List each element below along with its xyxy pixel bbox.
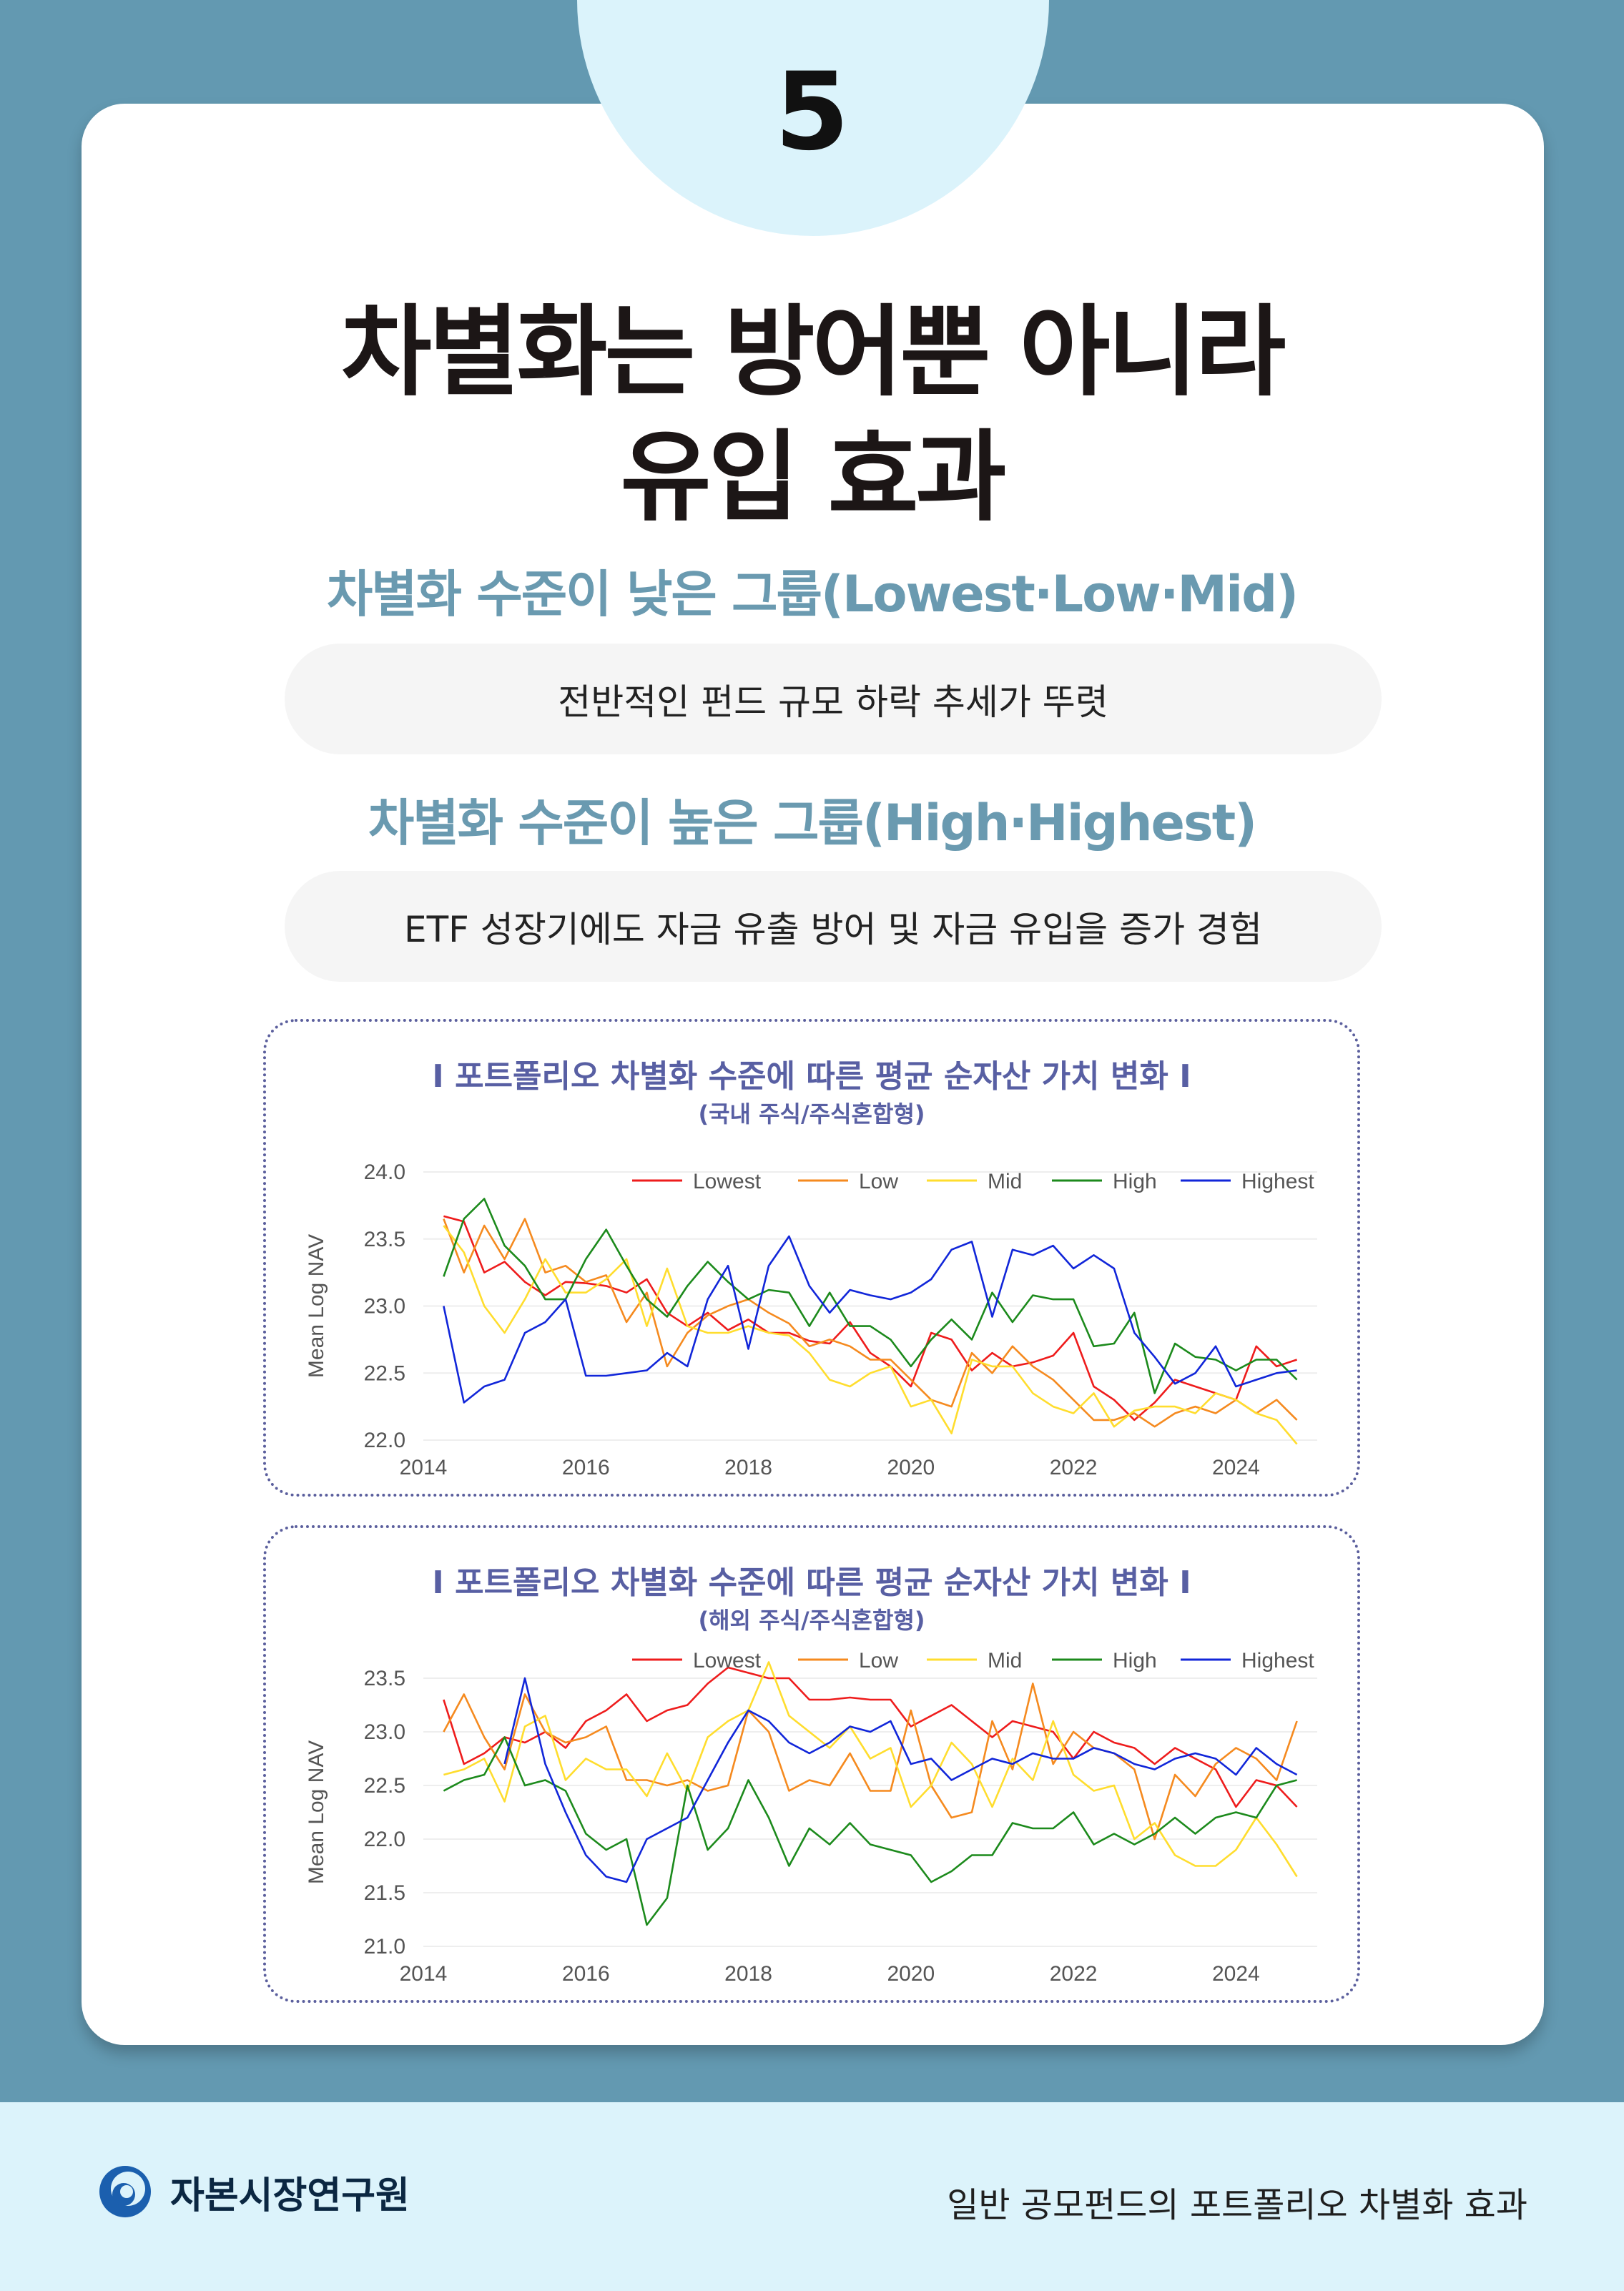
legend-item-highest: Highest (1181, 1170, 1314, 1193)
section1-text-pill: 전반적인 펀드 규모 하락 추세가 뚜렷 (285, 644, 1382, 754)
x-tick-label: 2014 (400, 1962, 448, 1986)
legend-label: Low (859, 1170, 898, 1193)
section1-text: 전반적인 펀드 규모 하락 추세가 뚜렷 (558, 681, 1108, 723)
line-chart-domestic: 22.0 22.5 23.0 23.5 24.0 2014 2016 2018 2020 2022… (305, 1161, 1317, 1479)
chart-title: I 포트폴리오 차별화 수준에 따른 평균 순자산 가치 변화 I (432, 1058, 1191, 1095)
y-tick-label: 22.0 (364, 1429, 405, 1452)
series-line-highest (443, 1235, 1297, 1404)
y-tick-label: 23.0 (364, 1720, 405, 1744)
series-line-high (443, 1198, 1298, 1394)
y-axis-label: Mean Log NAV (305, 1234, 328, 1378)
legend-label: Mid (988, 1649, 1022, 1672)
legend-label: Lowest (693, 1170, 762, 1193)
line-chart-overseas: 21.0 21.5 22.0 22.5 23.0 23.5 2014 2016 2018 2020… (305, 1649, 1317, 1986)
section2-text-pill: ETF 성장기에도 자금 유출 방어 및 자금 유입을 증가 경험 (285, 871, 1382, 982)
legend-item-low: Low (798, 1170, 898, 1193)
x-tick-label: 2020 (887, 1456, 935, 1479)
y-tick-label: 23.0 (364, 1295, 405, 1319)
series-line-mid (443, 1661, 1298, 1878)
content-card (82, 104, 1544, 2045)
y-tick-label: 24.0 (364, 1161, 405, 1184)
section2-heading: 차별화 수준이 높은 그룹(High·Highest) (368, 794, 1257, 852)
section1-heading: 차별화 수준이 낮은 그룹(Lowest·Low·Mid) (326, 565, 1299, 624)
chart-subtitle: (해외 주식/주식혼합형) (698, 1607, 925, 1634)
x-tick-label: 2016 (562, 1962, 610, 1986)
y-tick-label: 22.0 (364, 1828, 405, 1851)
x-tick-label: 2014 (400, 1456, 448, 1479)
legend-item-high: High (1052, 1170, 1157, 1193)
chart-box-domestic: I 포트폴리오 차별화 수준에 따른 평균 순자산 가치 변화 I (국내 주식… (263, 1019, 1360, 1497)
y-tick-label: 22.5 (364, 1774, 405, 1798)
legend-label: Highest (1241, 1170, 1314, 1193)
legend-label: Low (859, 1649, 898, 1672)
series-line-highest (503, 1677, 1298, 1883)
institute-name: 자본시장연구원 (170, 2174, 410, 2217)
legend-item-high: High (1052, 1649, 1157, 1672)
y-tick-label: 21.0 (364, 1935, 405, 1959)
series-line-low (443, 1218, 1298, 1428)
series-line-high (443, 1736, 1297, 1926)
legend-label: Mid (988, 1170, 1022, 1193)
x-tick-label: 2018 (724, 1962, 772, 1986)
legend-label: Lowest (693, 1649, 762, 1672)
legend-item-mid: Mid (927, 1649, 1022, 1672)
legend-label: High (1113, 1170, 1157, 1193)
chart-subtitle: (국내 주식/주식혼합형) (698, 1100, 925, 1128)
series-line-lowest (443, 1666, 1298, 1808)
x-tick-label: 2024 (1212, 1456, 1260, 1479)
page-number: 5 (774, 50, 850, 174)
y-axis-label: Mean Log NAV (305, 1740, 328, 1884)
x-tick-label: 2022 (1050, 1962, 1098, 1986)
legend-item-low: Low (798, 1649, 898, 1672)
page-title-line1: 차별화는 방어뿐 아니라 (340, 295, 1286, 410)
legend-item-mid: Mid (927, 1170, 1022, 1193)
legend-item-highest: Highest (1181, 1649, 1314, 1672)
institute-logo-icon (99, 2166, 151, 2217)
section2-text: ETF 성장기에도 자금 유출 방어 및 자금 유입을 증가 경험 (404, 908, 1262, 950)
footer-caption: 일반 공모펀드의 포트폴리오 차별화 효과 (947, 2185, 1527, 2225)
footer-bar (0, 2102, 1624, 2291)
series-line-lowest (443, 1215, 1298, 1422)
y-tick-label: 21.5 (364, 1881, 405, 1905)
series-line-mid (443, 1225, 1298, 1445)
legend-item-lowest: Lowest (632, 1170, 762, 1193)
legend-item-lowest: Lowest (632, 1649, 762, 1672)
chart-box-overseas: I 포트폴리오 차별화 수준에 따른 평균 순자산 가치 변화 I (해외 주식… (263, 1525, 1360, 2003)
series-line-low (443, 1682, 1298, 1841)
x-tick-label: 2022 (1050, 1456, 1098, 1479)
chart-title: I 포트폴리오 차별화 수준에 따른 평균 순자산 가치 변화 I (432, 1565, 1191, 1601)
legend-label: High (1113, 1649, 1157, 1672)
x-tick-label: 2024 (1212, 1962, 1260, 1986)
y-tick-label: 22.5 (364, 1361, 405, 1385)
x-tick-label: 2016 (562, 1456, 610, 1479)
legend-label: Highest (1241, 1649, 1314, 1672)
page-title-line2: 유입 효과 (620, 420, 1007, 535)
x-tick-label: 2020 (887, 1962, 935, 1986)
x-tick-label: 2018 (724, 1456, 772, 1479)
y-tick-label: 23.5 (364, 1667, 405, 1690)
y-tick-label: 23.5 (364, 1228, 405, 1251)
